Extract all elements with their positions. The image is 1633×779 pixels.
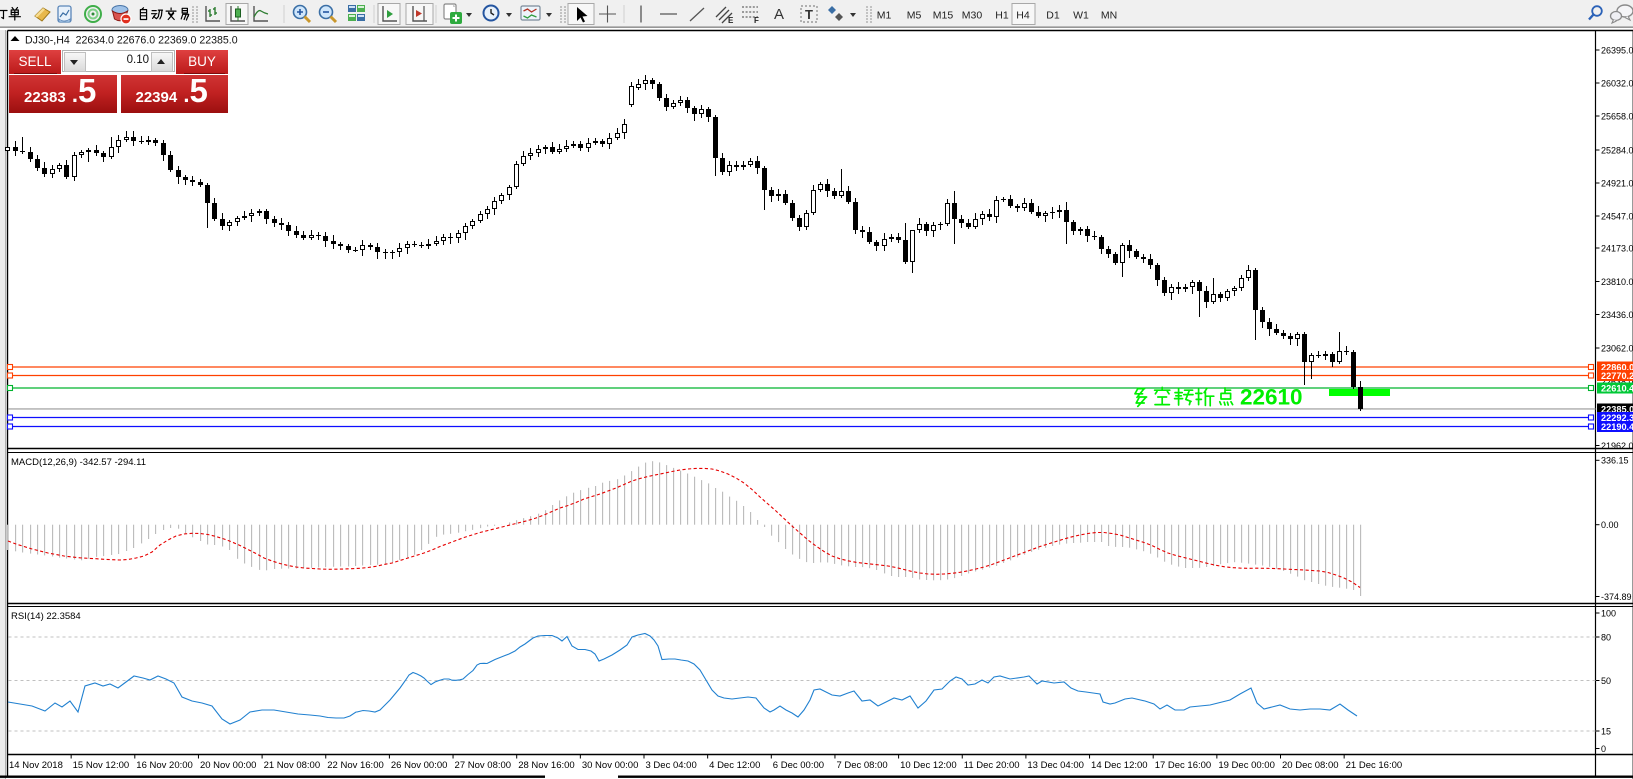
svg-text:H1: H1 (995, 10, 1009, 22)
svg-text:T: T (805, 7, 813, 22)
svg-text:22638.0: 22638.0 (1601, 377, 1633, 387)
svg-text:13 Dec 04:00: 13 Dec 04:00 (1027, 760, 1084, 771)
svg-text:30 Nov 00:00: 30 Nov 00:00 (582, 760, 639, 771)
svg-text:F: F (754, 16, 759, 25)
svg-text:26032.0: 26032.0 (1601, 78, 1633, 88)
svg-text:26395.0: 26395.0 (1601, 45, 1633, 55)
svg-text:15: 15 (1601, 726, 1611, 736)
svg-text:22190.4: 22190.4 (1601, 422, 1633, 432)
svg-text:MACD(12,26,9) -342.57 -294.11: MACD(12,26,9) -342.57 -294.11 (11, 457, 146, 468)
svg-text:M15: M15 (933, 10, 954, 22)
svg-text:DJ30-,H4 22634.0 22676.0 2236: DJ30-,H4 22634.0 22676.0 22369.0 22385.0 (25, 35, 238, 47)
svg-text:21 Nov 08:00: 21 Nov 08:00 (264, 760, 321, 771)
svg-text:H4: H4 (1016, 10, 1030, 22)
svg-text:17 Dec 16:00: 17 Dec 16:00 (1155, 760, 1212, 771)
svg-text:23062.0: 23062.0 (1601, 343, 1633, 353)
svg-text:100: 100 (1601, 608, 1616, 618)
svg-text:25284.0: 25284.0 (1601, 145, 1633, 155)
svg-text:M5: M5 (907, 10, 922, 22)
svg-text:W1: W1 (1073, 10, 1089, 22)
svg-text:20 Dec 08:00: 20 Dec 08:00 (1282, 760, 1339, 771)
svg-text:7 Dec 08:00: 7 Dec 08:00 (836, 760, 887, 771)
svg-text:10 Dec 12:00: 10 Dec 12:00 (900, 760, 957, 771)
svg-text:80: 80 (1601, 632, 1611, 642)
svg-text:15 Nov 12:00: 15 Nov 12:00 (73, 760, 130, 771)
svg-text:336.15: 336.15 (1601, 456, 1629, 466)
svg-text:0.00: 0.00 (1601, 520, 1619, 530)
svg-text:28 Nov 16:00: 28 Nov 16:00 (518, 760, 575, 771)
svg-text:21962.0: 21962.0 (1601, 441, 1633, 451)
svg-text:6 Dec 00:00: 6 Dec 00:00 (773, 760, 824, 771)
svg-text:M30: M30 (962, 10, 983, 22)
svg-text:24921.0: 24921.0 (1601, 178, 1633, 188)
svg-text:16 Nov 20:00: 16 Nov 20:00 (136, 760, 193, 771)
svg-text:23436.0: 23436.0 (1601, 310, 1633, 320)
svg-text:11 Dec 20:00: 11 Dec 20:00 (964, 760, 1020, 771)
svg-text:22 Nov 16:00: 22 Nov 16:00 (327, 760, 384, 771)
svg-text:4 Dec 12:00: 4 Dec 12:00 (709, 760, 760, 771)
svg-text:27 Nov 08:00: 27 Nov 08:00 (455, 760, 512, 771)
svg-text:22610: 22610 (1240, 385, 1303, 410)
svg-text:25658.0: 25658.0 (1601, 111, 1633, 121)
svg-text:A: A (774, 6, 784, 23)
svg-text:22292.3: 22292.3 (1601, 413, 1633, 423)
svg-text:24173.0: 24173.0 (1601, 243, 1633, 253)
svg-text:D1: D1 (1046, 10, 1060, 22)
svg-text:MN: MN (1101, 10, 1117, 22)
svg-text:RSI(14) 22.3584: RSI(14) 22.3584 (11, 611, 81, 622)
svg-text:22860.0: 22860.0 (1601, 362, 1633, 372)
svg-text:22610.4: 22610.4 (1601, 383, 1633, 393)
svg-text:24547.0: 24547.0 (1601, 211, 1633, 221)
svg-text:19 Dec 00:00: 19 Dec 00:00 (1218, 760, 1275, 771)
svg-text:E: E (728, 16, 734, 25)
svg-text:3 Dec 04:00: 3 Dec 04:00 (646, 760, 697, 771)
svg-text:14 Nov 2018: 14 Nov 2018 (9, 760, 63, 771)
svg-text:21 Dec 16:00: 21 Dec 16:00 (1346, 760, 1403, 771)
svg-text:50: 50 (1601, 676, 1611, 686)
svg-text:-374.89: -374.89 (1601, 592, 1632, 602)
svg-text:22770.2: 22770.2 (1601, 371, 1633, 381)
svg-text:M1: M1 (877, 10, 892, 22)
svg-text:26 Nov 00:00: 26 Nov 00:00 (391, 760, 448, 771)
svg-text:14 Dec 12:00: 14 Dec 12:00 (1091, 760, 1148, 771)
svg-text:22385.0: 22385.0 (1601, 404, 1633, 414)
svg-text:23810.0: 23810.0 (1601, 277, 1633, 287)
svg-text:20 Nov 00:00: 20 Nov 00:00 (200, 760, 257, 771)
svg-text:0: 0 (1601, 744, 1606, 754)
